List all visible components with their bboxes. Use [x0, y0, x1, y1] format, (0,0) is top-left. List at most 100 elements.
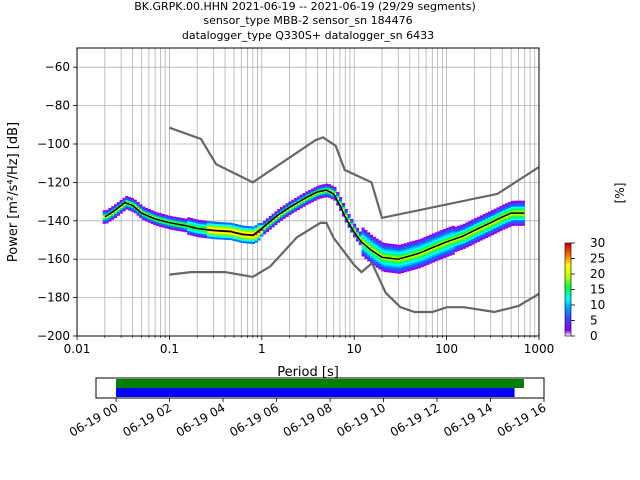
heatmap-cell: [184, 226, 188, 229]
heatmap-cell: [372, 236, 376, 239]
heatmap-cell: [369, 250, 374, 253]
heatmap-cell: [485, 228, 489, 231]
heatmap-cell: [398, 260, 402, 263]
heatmap-cell: [122, 205, 126, 208]
heatmap-cell: [417, 266, 421, 269]
heatmap-cell: [150, 217, 154, 221]
heatmap-cell: [243, 241, 247, 244]
heatmap-cell: [319, 192, 323, 195]
heatmap-cell: [201, 226, 205, 229]
heatmap-cell: [226, 234, 230, 237]
heatmap-cell: [395, 255, 399, 259]
heatmap-cell: [209, 225, 213, 228]
heatmap-cell: [499, 219, 503, 222]
heatmap-cell: [429, 251, 433, 255]
heatmap-cell: [105, 211, 109, 214]
heatmap-cell: [204, 236, 208, 239]
heatmap-cell: [189, 231, 194, 234]
heatmap-cell: [226, 224, 230, 227]
heatmap-cell: [263, 222, 267, 225]
heatmap-cell: [102, 216, 106, 219]
heatmap-cell: [355, 233, 360, 236]
heatmap-cell: [488, 230, 492, 233]
heatmap-cell: [490, 215, 495, 218]
heatmap-cell: [440, 239, 444, 242]
heatmap-cell: [319, 188, 323, 191]
heatmap-cell: [482, 225, 486, 228]
heatmap-cell: [389, 245, 393, 248]
heatmap-cell: [519, 200, 523, 203]
heatmap-cell: [485, 216, 489, 219]
heatmap-cell: [361, 239, 365, 242]
heatmap-cell: [434, 232, 438, 235]
heatmap-cell: [378, 242, 382, 245]
heatmap-cell: [361, 250, 365, 253]
heatmap-cell: [443, 232, 447, 235]
heatmap-cell: [234, 229, 239, 232]
heatmap-cell: [209, 223, 213, 226]
heatmap-cell: [454, 232, 458, 235]
heatmap-cell: [364, 231, 368, 234]
heatmap-cell: [414, 257, 419, 260]
heatmap-cell: [496, 220, 500, 223]
heatmap-cell: [246, 231, 250, 234]
heatmap-cell: [502, 204, 506, 207]
heatmap-cell: [513, 202, 517, 205]
heatmap-cell: [364, 252, 368, 256]
heatmap-cell: [133, 201, 137, 204]
heatmap-cell: [417, 245, 421, 248]
heatmap-cell: [128, 198, 132, 202]
heatmap-cell: [409, 251, 413, 254]
heatmap-cell: [403, 258, 407, 261]
heatmap-cell: [521, 219, 525, 222]
heatmap-cell: [437, 250, 441, 253]
heatmap-cell: [474, 220, 478, 223]
heatmap-cell: [423, 244, 427, 247]
heatmap-cell: [426, 247, 430, 250]
heatmap-cell: [316, 189, 320, 192]
heatmap-cell: [493, 231, 497, 234]
heatmap-cell: [170, 227, 174, 230]
heatmap-cell: [488, 215, 492, 218]
heatmap-cell: [493, 210, 497, 213]
heatmap-cell: [378, 267, 382, 270]
heatmap-cell: [364, 247, 368, 250]
heatmap-cell: [398, 267, 402, 270]
heatmap-cell: [322, 195, 326, 198]
heatmap-cell: [319, 194, 323, 197]
heatmap-cell: [445, 229, 450, 232]
heatmap-cell: [201, 222, 205, 225]
heatmap-cell: [496, 218, 500, 221]
heatmap-cell: [384, 264, 388, 267]
heatmap-cell: [417, 241, 421, 244]
heatmap-cell: [426, 255, 430, 258]
heatmap-cell: [116, 211, 120, 214]
heatmap-cell: [375, 263, 379, 266]
heatmap-cell: [302, 200, 306, 203]
heatmap-cell: [437, 248, 441, 251]
heatmap-cell: [161, 225, 165, 228]
heatmap-cell: [206, 224, 210, 227]
heatmap-cell: [226, 226, 230, 229]
heatmap-cell: [209, 236, 213, 239]
heatmap-cell: [364, 229, 368, 233]
heatmap-cell: [375, 257, 379, 260]
data-availability-timeline: 06-19 00 06-19 02 06-19 04 06-19 06 06-19 08…: [67, 377, 549, 440]
heatmap-cell: [521, 217, 525, 221]
heatmap-cell: [130, 205, 134, 208]
heatmap-cell: [384, 268, 388, 271]
heatmap-cell: [516, 202, 520, 205]
heatmap-cell: [198, 219, 202, 223]
heatmap-cell: [313, 194, 317, 197]
heatmap-cell: [175, 217, 180, 220]
heatmap-cell: [291, 201, 295, 204]
heatmap-cell: [378, 250, 382, 253]
heatmap-cell: [263, 230, 267, 233]
heatmap-cell: [417, 254, 421, 257]
heatmap-cell: [414, 255, 419, 258]
heatmap-cell: [133, 199, 137, 202]
timeline-tick-label: 06-19 06: [227, 400, 281, 439]
heatmap-cell: [479, 238, 483, 241]
heatmap-cell: [206, 222, 210, 226]
heatmap-cell: [395, 252, 399, 255]
